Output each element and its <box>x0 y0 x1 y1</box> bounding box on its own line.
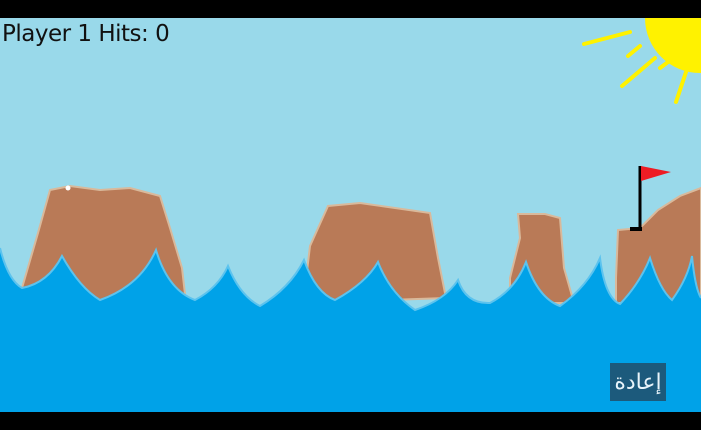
water <box>0 248 701 412</box>
reset-button[interactable]: إعادة <box>610 363 666 401</box>
wave-crest <box>0 247 701 312</box>
game-canvas[interactable] <box>0 18 701 412</box>
flag <box>630 166 671 231</box>
sun <box>582 18 701 104</box>
golf-ball <box>65 185 71 191</box>
hits-counter: Player 1 Hits: 0 <box>2 21 170 47</box>
rocks <box>21 184 701 305</box>
